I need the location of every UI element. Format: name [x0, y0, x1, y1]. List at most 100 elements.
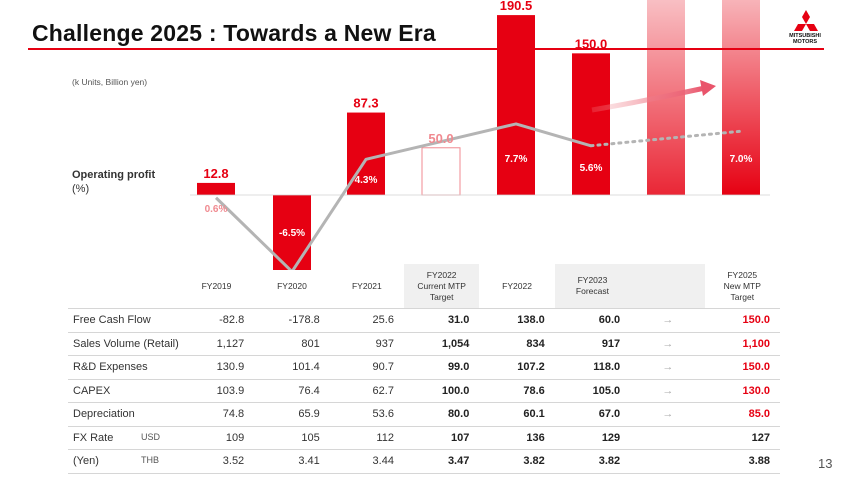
target-cell: 150.0	[704, 308, 780, 332]
target-cell: 150.0	[704, 355, 780, 379]
table-cell: 917	[554, 331, 631, 356]
table-header-5: FY2022	[502, 280, 532, 291]
table-cell: 3.47	[403, 449, 480, 474]
margin-label-2: 4.3%	[355, 175, 378, 186]
fx-label: (Yen) THB	[68, 449, 179, 474]
table-cell: 118.0	[554, 355, 631, 379]
table-cell: 103.9	[178, 378, 255, 403]
table-cell: 3.82	[554, 449, 631, 474]
metric-label: Operating profit (%)	[72, 169, 156, 195]
fx-row: (Yen) THB 3.52 3.41 3.44 3.47 3.82 3.82 3.88	[68, 449, 780, 474]
title-rule	[28, 48, 824, 50]
table-cell: 136	[479, 425, 555, 450]
table-row: Depreciation 74.8 65.9 53.6 80.0 60.1 67.0 → 85.…	[68, 402, 780, 426]
row-label: Free Cash Flow	[68, 308, 179, 332]
table-cell: 67.0	[554, 402, 631, 426]
table-cell: 80.0	[403, 402, 480, 426]
table-cell: 138.0	[479, 308, 555, 332]
table-cell: 74.8	[178, 402, 255, 426]
bar-2	[347, 112, 385, 195]
table-cell: 60.0	[554, 308, 631, 332]
bar-7	[722, 0, 760, 196]
table-cell: 801	[254, 331, 330, 356]
bar-value-label-5: 150.0	[575, 36, 608, 51]
table-header-1: FY2019	[201, 280, 232, 291]
row-label: CAPEX	[68, 378, 179, 403]
table-header-6: FY2023 Forecast	[554, 264, 631, 309]
operating-profit-chart: 12.8-95.387.350.0190.5150.0220.00.6%-6.5…	[190, 0, 770, 270]
currency-label: USD	[141, 431, 161, 442]
fx-row: FX Rate USD 109 105 112 107 136 129 127	[68, 425, 780, 450]
bar-5	[572, 53, 610, 196]
margin-label-1: -6.5%	[279, 228, 305, 239]
table-cell: 60.1	[479, 402, 555, 426]
table-row: CAPEX 103.9 76.4 62.7 100.0 78.6 105.0 → 130.0	[68, 378, 780, 403]
table-cell: 53.6	[329, 402, 404, 426]
target-cell: 85.0	[704, 402, 780, 426]
table-cell: 3.82	[479, 449, 555, 474]
table-cell: 100.0	[403, 378, 480, 403]
table-cell: 105.0	[554, 378, 631, 403]
right-arrow-icon: →	[630, 331, 705, 356]
table-cell: 107	[403, 425, 480, 450]
page-number: 13	[818, 456, 833, 471]
margin-label-7: 7.0%	[730, 154, 753, 165]
bar-0	[197, 182, 235, 195]
table-cell: 76.4	[254, 378, 330, 403]
table-cell: 1,127	[178, 331, 255, 356]
table-cell: 1,054	[403, 331, 480, 356]
margin-line-forecast	[589, 129, 743, 148]
metric-sub: (%)	[72, 183, 90, 195]
financial-table: FY2019 FY2020 FY2021 FY2022 Current MTP Targe…	[68, 264, 780, 474]
bar-value-label-3: 50.0	[428, 131, 453, 146]
target-cell: 130.0	[704, 378, 780, 403]
table-cell: 3.44	[329, 449, 404, 474]
table-cell: 109	[178, 425, 255, 450]
table-cell: 105	[254, 425, 330, 450]
table-cell: 3.52	[178, 449, 255, 474]
empty-cell	[630, 449, 705, 474]
growth-arrowhead-icon	[700, 80, 716, 96]
table-header-3: FY2021	[351, 280, 382, 291]
target-cell: 3.88	[704, 449, 780, 474]
table-row: R&D Expenses 130.9 101.4 90.7 99.0 107.2 118.0…	[68, 355, 780, 379]
fx-label: FX Rate USD	[68, 425, 179, 450]
bar-4	[497, 15, 535, 196]
table-cell: 62.7	[329, 378, 404, 403]
table-header-0	[68, 264, 179, 309]
units-note: (k Units, Billion yen)	[72, 77, 148, 87]
bar-value-label-2: 87.3	[353, 96, 378, 111]
row-label: Depreciation	[68, 402, 179, 426]
table-cell: 834	[479, 331, 555, 356]
currency-label: THB	[141, 455, 159, 466]
table-cell: 129	[554, 425, 631, 450]
empty-cell	[630, 425, 705, 450]
table-cell: 25.6	[329, 308, 404, 332]
bar-3	[421, 147, 461, 196]
table-row: Free Cash Flow -82.8 -178.8 25.6 31.0 138.0 60…	[68, 308, 780, 332]
target-cell: 127	[704, 425, 780, 450]
table-cell: 101.4	[254, 355, 330, 379]
mitsubishi-logo-icon	[794, 10, 818, 31]
table-header-4: FY2022 Current MTP Target	[403, 264, 480, 309]
table-cell: 130.9	[178, 355, 255, 379]
page-title: Challenge 2025 : Towards a New Era	[32, 20, 436, 46]
table-header-8: FY2025 New MTP Target	[723, 269, 761, 302]
margin-label-0: 0.6%	[205, 204, 228, 215]
table-cell: 112	[329, 425, 404, 450]
right-arrow-icon: →	[630, 308, 705, 332]
table-cell: -178.8	[254, 308, 330, 332]
bar-value-label-0: 12.8	[203, 166, 228, 181]
margin-label-5: 5.6%	[580, 163, 603, 174]
row-label: R&D Expenses	[68, 355, 179, 379]
right-arrow-icon: →	[630, 355, 705, 379]
table-row: Sales Volume (Retail) 1,127 801 937 1,054 834…	[68, 331, 780, 356]
table-cell: 99.0	[403, 355, 480, 379]
table-header-7	[630, 264, 705, 309]
growth-arrow-icon	[591, 85, 706, 113]
right-arrow-icon: →	[630, 378, 705, 403]
logo-text: MITSUBISHI MOTORS	[789, 33, 821, 45]
table-cell: 78.6	[479, 378, 555, 403]
table-cell: 90.7	[329, 355, 404, 379]
bar-value-label-4: 190.5	[500, 0, 533, 13]
